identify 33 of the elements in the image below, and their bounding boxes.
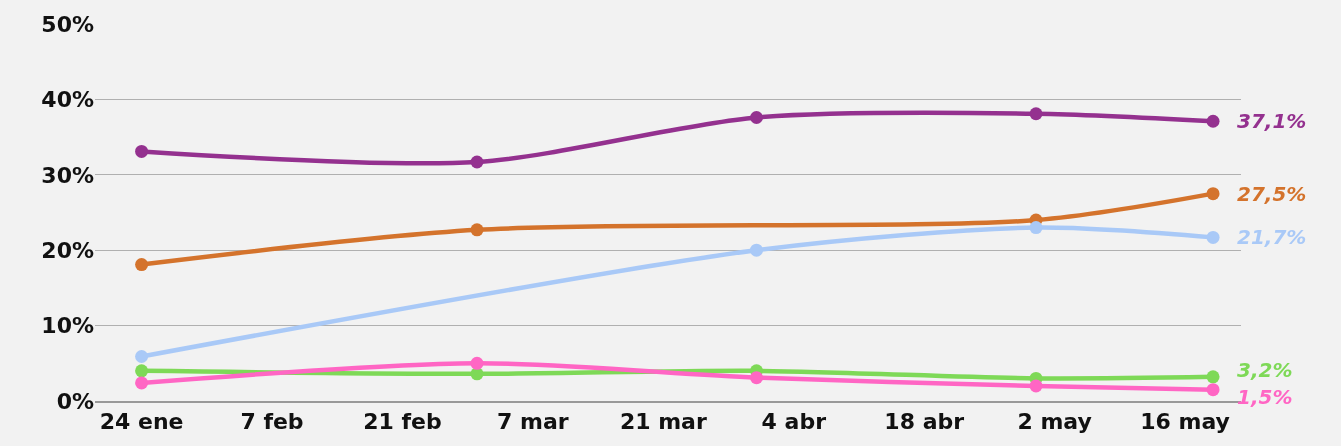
point — [1029, 107, 1043, 121]
point — [135, 350, 149, 363]
point — [1029, 379, 1043, 393]
x-tick-label: 4 abr — [761, 409, 827, 435]
x-tick-label: 7 feb — [240, 409, 304, 435]
data-label: 1,5% — [1237, 385, 1293, 409]
x-tick-label: 24 ene — [99, 409, 184, 435]
data-label: 3,2% — [1237, 358, 1293, 382]
y-tick-label: 10% — [41, 313, 94, 339]
point — [135, 364, 149, 378]
point — [1206, 370, 1220, 384]
point — [1206, 187, 1220, 201]
x-tick-label: 18 abr — [884, 409, 965, 435]
x-tick-label: 21 mar — [619, 409, 707, 435]
point — [1206, 114, 1220, 128]
y-tick-label: 20% — [41, 237, 94, 263]
y-tick-label: 30% — [41, 162, 94, 188]
data-label: 21,7% — [1237, 225, 1307, 249]
y-tick-label: 50% — [41, 11, 94, 37]
point — [1206, 230, 1220, 244]
y-tick-label: 40% — [41, 87, 94, 113]
x-tick-label: 2 may — [1017, 409, 1092, 435]
x-tick-label: 21 feb — [363, 409, 442, 435]
point — [1206, 383, 1220, 397]
data-label: 27,5% — [1237, 182, 1307, 206]
point — [135, 376, 149, 390]
x-tick-label: 7 mar — [497, 409, 569, 435]
data-label: 37,1% — [1237, 109, 1307, 133]
point — [1029, 221, 1043, 235]
y-tick-label: 0% — [56, 388, 94, 414]
x-tick-label: 16 may — [1140, 409, 1230, 435]
point — [135, 144, 149, 158]
point — [135, 258, 149, 272]
